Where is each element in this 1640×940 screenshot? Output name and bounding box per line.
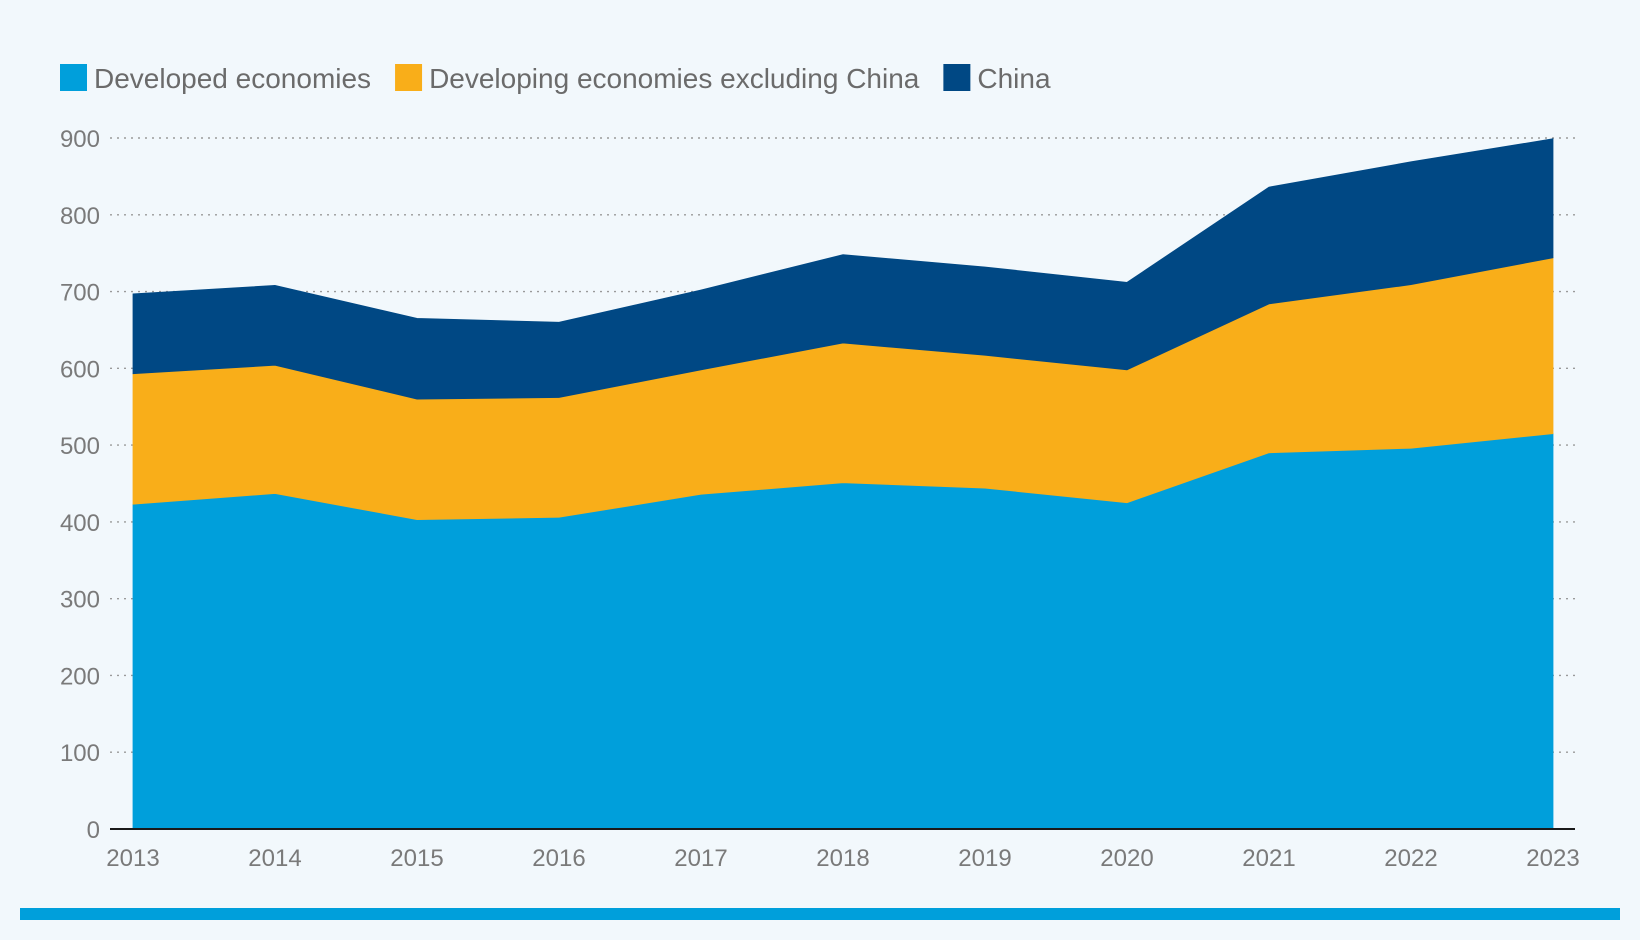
y-tick-label: 200 (60, 663, 100, 690)
y-axis-ticks: 0 100 200 300 400 500 600 700 800 900 (60, 126, 100, 844)
x-tick-label: 2013 (106, 845, 159, 872)
legend-swatch (395, 64, 423, 91)
x-tick-label: 2014 (248, 845, 301, 872)
x-tick-label: 2018 (816, 845, 869, 872)
legend-item-2: Developing economies excluding China (395, 63, 920, 94)
x-tick-label: 2023 (1526, 845, 1579, 872)
area-china (132, 138, 1554, 400)
x-tick-label: 2017 (674, 845, 727, 872)
x-tick-label: 2015 (390, 845, 443, 872)
legend-label: Developing economies excluding China (429, 63, 920, 94)
y-tick-label: 700 (60, 280, 100, 307)
series-areas (132, 138, 1554, 830)
y-tick-label: 900 (60, 126, 100, 153)
x-axis-ticks: 2013 2014 2015 2016 2017 2018 2019 2020 2021 2022… (106, 845, 1579, 872)
x-tick-label: 2020 (1100, 845, 1153, 872)
y-tick-label: 600 (60, 356, 100, 383)
y-tick-label: 100 (60, 740, 100, 767)
legend-label: China (977, 63, 1051, 94)
y-tick-label: 300 (60, 587, 100, 614)
chart-legend: Developed economies Developing economies … (60, 63, 1051, 94)
x-tick-label: 2022 (1384, 845, 1437, 872)
legend-label: Developed economies (94, 63, 371, 94)
x-tick-label: 2021 (1242, 845, 1295, 872)
x-tick-label: 2016 (532, 845, 585, 872)
legend-swatch (60, 64, 87, 91)
legend-item-1: Developed economies (60, 63, 371, 94)
x-tick-label: 2019 (958, 845, 1011, 872)
legend-swatch (943, 64, 971, 91)
y-tick-label: 500 (60, 433, 100, 460)
y-tick-label: 0 (87, 817, 100, 844)
y-tick-label: 400 (60, 510, 100, 537)
y-tick-label: 800 (60, 203, 100, 230)
bottom-accent-bar (20, 908, 1620, 920)
legend-item-3: China (943, 63, 1051, 94)
